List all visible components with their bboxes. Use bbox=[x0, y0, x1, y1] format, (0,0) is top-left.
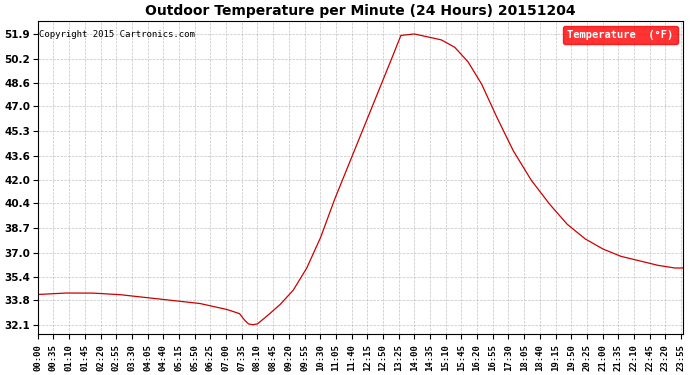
Temperature  (°F) bbox=[161, 297, 170, 302]
Text: Copyright 2015 Cartronics.com: Copyright 2015 Cartronics.com bbox=[39, 30, 195, 39]
Temperature  (°F) bbox=[249, 322, 257, 327]
Temperature  (°F) bbox=[410, 32, 418, 36]
Temperature  (°F) bbox=[177, 299, 186, 304]
Temperature  (°F) bbox=[679, 266, 687, 270]
Legend: Temperature  (°F): Temperature (°F) bbox=[563, 26, 678, 44]
Line: Temperature  (°F): Temperature (°F) bbox=[38, 34, 683, 325]
Temperature  (°F) bbox=[34, 292, 42, 297]
Temperature  (°F) bbox=[462, 57, 470, 62]
Temperature  (°F) bbox=[603, 249, 611, 253]
Temperature  (°F) bbox=[546, 202, 554, 207]
Temperature  (°F) bbox=[250, 322, 258, 327]
Title: Outdoor Temperature per Minute (24 Hours) 20151204: Outdoor Temperature per Minute (24 Hours… bbox=[145, 4, 575, 18]
